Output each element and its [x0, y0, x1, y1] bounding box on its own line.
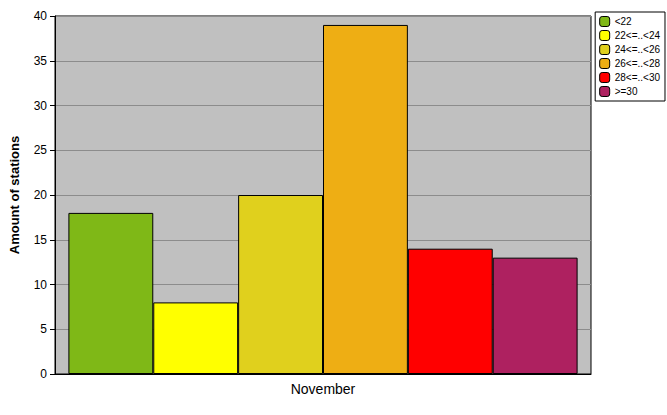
svg-text:20: 20 [34, 188, 48, 202]
svg-text:35: 35 [34, 54, 48, 68]
svg-text:22<=..<24: 22<=..<24 [615, 30, 661, 41]
svg-text:28<=..<30: 28<=..<30 [615, 72, 661, 83]
svg-text:40: 40 [34, 9, 48, 23]
svg-text:10: 10 [34, 278, 48, 292]
svg-text:Amount of stations: Amount of stations [7, 136, 22, 254]
svg-text:15: 15 [34, 233, 48, 247]
svg-text:25: 25 [34, 143, 48, 157]
svg-text:November: November [291, 381, 356, 397]
svg-text:>=30: >=30 [615, 86, 638, 97]
svg-text:5: 5 [40, 322, 47, 336]
svg-text:0: 0 [40, 367, 47, 381]
svg-text:30: 30 [34, 99, 48, 113]
svg-text:<22: <22 [615, 16, 632, 27]
svg-text:24<=..<26: 24<=..<26 [615, 44, 661, 55]
svg-text:26<=..<28: 26<=..<28 [615, 58, 661, 69]
